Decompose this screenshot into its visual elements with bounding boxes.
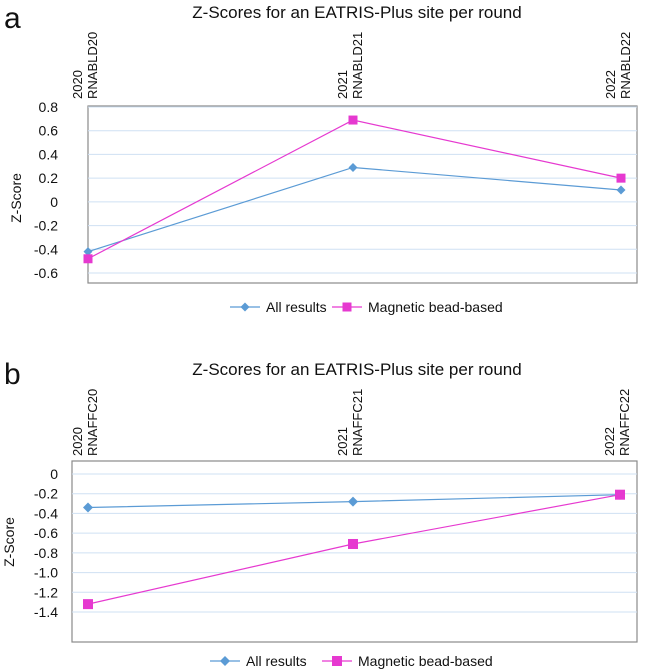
category-year-label: 2022 (603, 70, 618, 99)
category-year-label: 2021 (335, 427, 350, 456)
data-point (83, 254, 93, 264)
panel-a-series (83, 115, 626, 264)
data-point (348, 115, 358, 125)
legend-marker (240, 302, 250, 312)
y-tick-label: -0.6 (34, 265, 58, 281)
data-point (616, 185, 626, 195)
panel-a-letter: a (4, 2, 21, 35)
legend-label: All results (266, 299, 327, 315)
panel-a-plot-frame (87, 105, 638, 284)
y-tick-label: -0.6 (34, 525, 58, 541)
data-point (616, 173, 626, 183)
data-point (83, 599, 93, 610)
y-tick-label: -0.8 (34, 545, 58, 561)
category-year-label: 2022 (602, 427, 617, 456)
panel-b: b Z-Scores for an EATRIS-Plus site per r… (1, 358, 638, 669)
panel-a: a Z-Scores for an EATRIS-Plus site per r… (4, 2, 638, 315)
category-code-label: RNABLD20 (85, 32, 100, 99)
category-year-label: 2020 (70, 70, 85, 99)
panel-a-category-labels: 2020 RNABLD20 2021 RNABLD21 2022 RNABLD22 (70, 32, 633, 99)
legend-marker (332, 656, 342, 666)
panel-b-y-axis-label: Z-Score (1, 517, 17, 567)
category-code-label: RNAFFC21 (350, 389, 365, 456)
data-point (83, 502, 93, 513)
legend-label: All results (246, 653, 307, 669)
category-code-label: RNABLD22 (618, 32, 633, 99)
legend-label: Magnetic bead-based (358, 653, 493, 669)
y-tick-label: -0.2 (34, 486, 58, 502)
y-tick-label: -0.4 (34, 505, 58, 521)
y-tick-label: -0.4 (34, 241, 58, 257)
panel-b-letter: b (4, 358, 21, 391)
category-year-label: 2020 (70, 427, 85, 456)
data-point (348, 538, 358, 549)
y-tick-label: 0.4 (39, 146, 59, 162)
panel-b-y-ticks: 0 -0.2 -0.4 -0.6 -0.8 -1.0 -1.2 -1.4 (34, 466, 58, 620)
data-point (83, 247, 93, 257)
legend-label: Magnetic bead-based (368, 299, 503, 315)
category-code-label: RNAFFC22 (617, 389, 632, 456)
y-tick-label: -0.2 (34, 218, 58, 234)
y-tick-label: -1.0 (34, 565, 58, 581)
category-year-label: 2021 (335, 70, 350, 99)
panel-a-legend: All results Magnetic bead-based (230, 299, 503, 315)
panel-b-gridlines (72, 473, 637, 613)
data-point (348, 162, 358, 172)
panel-a-gridlines (88, 106, 637, 274)
y-tick-label: -1.2 (34, 584, 58, 600)
y-tick-label: 0.6 (39, 123, 59, 139)
legend-marker (342, 302, 352, 312)
data-point (348, 496, 358, 507)
panel-b-category-labels: 2020 RNAFFC20 2021 RNAFFC21 2022 RNAFFC22 (70, 389, 632, 456)
panel-b-legend: All results Magnetic bead-based (210, 653, 493, 669)
legend-marker (220, 656, 230, 666)
panel-a-title: Z-Scores for an EATRIS-Plus site per rou… (192, 3, 521, 22)
category-code-label: RNABLD21 (350, 32, 365, 99)
category-code-label: RNAFFC20 (85, 389, 100, 456)
panel-b-series (83, 489, 625, 610)
y-tick-label: -1.4 (34, 604, 58, 620)
panel-b-plot-frame (71, 460, 638, 643)
panel-b-title: Z-Scores for an EATRIS-Plus site per rou… (192, 360, 521, 379)
y-tick-label: 0 (50, 194, 58, 210)
panel-a-y-ticks: 0.8 0.6 0.4 0.2 0 -0.2 -0.4 -0.6 (34, 99, 58, 281)
data-point (615, 489, 625, 500)
y-tick-label: 0.2 (39, 170, 59, 186)
panel-a-y-axis-label: Z-Score (8, 173, 24, 223)
y-tick-label: 0.8 (39, 99, 59, 115)
y-tick-label: 0 (50, 466, 58, 482)
